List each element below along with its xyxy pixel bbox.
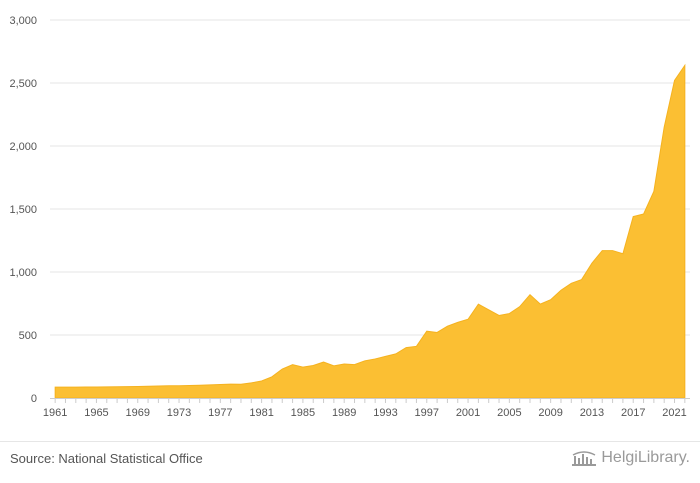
library-building-icon [572,451,597,466]
source-note: Source: National Statistical Office [10,451,203,466]
x-tick-label: 1997 [415,407,439,419]
y-tick-label: 1,500 [9,204,37,216]
x-tick-label: 1973 [167,407,191,419]
x-tick-label: 1993 [373,407,397,419]
x-tick-label: 1981 [249,407,273,419]
y-tick-label: 500 [19,330,37,342]
series-area [54,63,686,399]
x-tick-label: 1985 [291,407,315,419]
chart: 0 500 1,000 1,500 2,000 2,500 3,000 1961 1965 19… [9,15,690,419]
y-tick-label: 2,500 [9,78,37,90]
x-tick-label: 2021 [662,407,686,419]
x-axis: 1961 1965 1969 1973 1977 1981 1985 1989 1993 1997… [43,398,690,419]
y-tick-label: 3,000 [9,15,37,27]
brand-name: HelgiLibrary. [601,449,690,466]
x-tick-label: 1965 [84,407,108,419]
x-tick-label: 2009 [538,407,562,419]
plot-area [54,63,686,399]
x-tick-label: 2005 [497,407,521,419]
x-tick-label: 1977 [208,407,232,419]
brand-logo: HelgiLibrary. [571,449,690,467]
x-tick-label: 2013 [580,407,604,419]
y-tick-label: 0 [31,393,37,405]
x-tick-label: 1989 [332,407,356,419]
x-tick-label: 2001 [456,407,480,419]
y-axis: 0 500 1,000 1,500 2,000 2,500 3,000 [9,15,37,405]
x-tick-label: 1961 [43,407,67,419]
footer-divider [0,441,700,442]
x-tick-label: 1969 [125,407,149,419]
y-tick-label: 2,000 [9,141,37,153]
x-tick-label: 2017 [621,407,645,419]
y-tick-label: 1,000 [9,267,37,279]
